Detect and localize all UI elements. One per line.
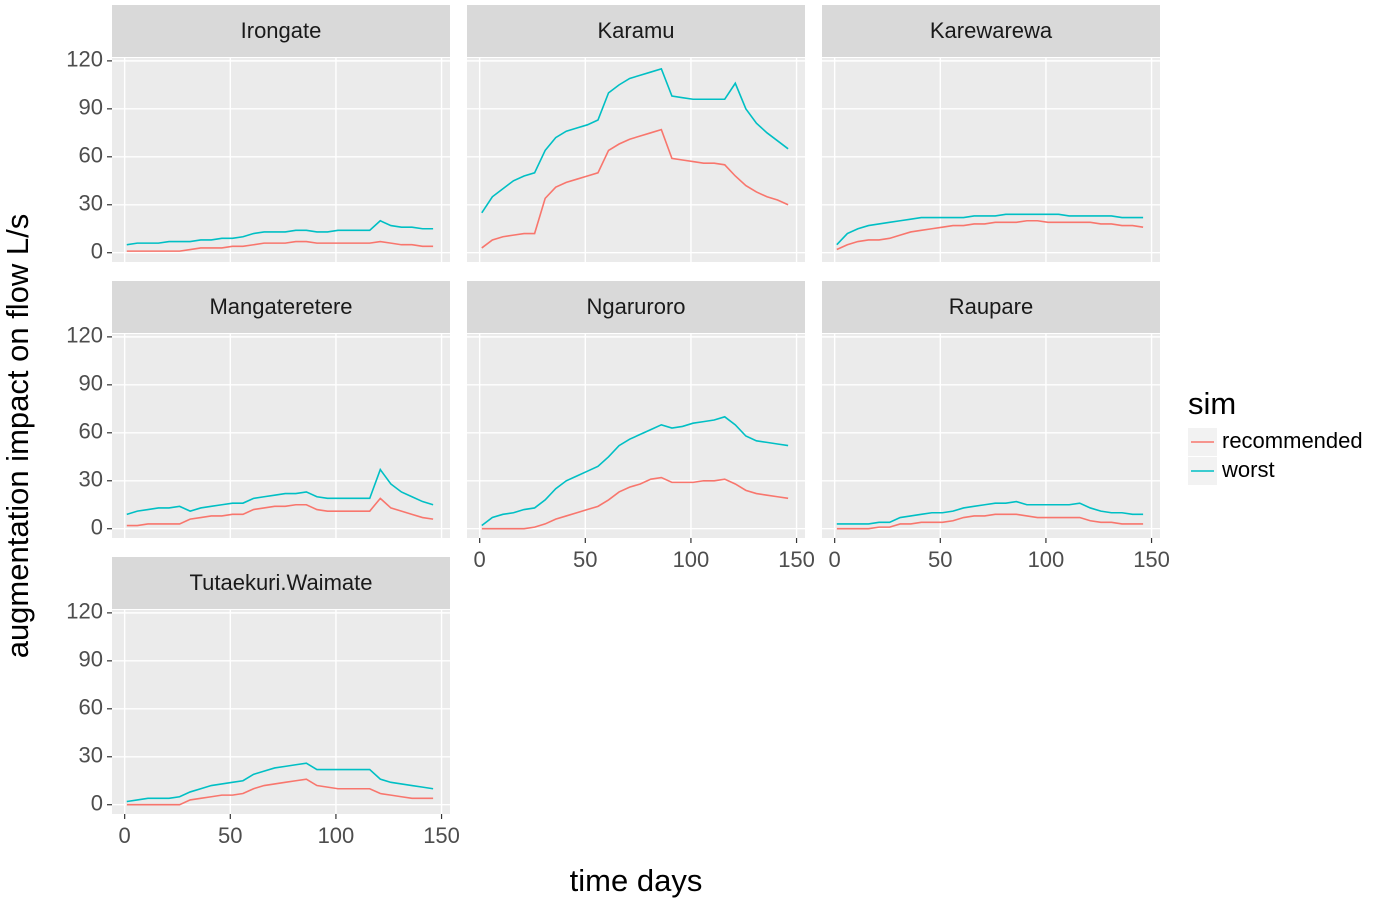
strip: [112, 5, 450, 57]
y-tick-label: 90: [79, 647, 103, 672]
x-tick-label: 100: [1028, 547, 1065, 572]
panel: [112, 334, 450, 538]
y-tick-label: 60: [79, 695, 103, 720]
panel: [822, 58, 1160, 262]
y-tick-label: 30: [79, 467, 103, 492]
legend-title: sim: [1188, 386, 1236, 421]
y-tick-label: 120: [66, 323, 103, 348]
panel: [112, 610, 450, 814]
strip-label: Tutaekuri.Waimate: [190, 570, 373, 595]
y-tick-label: 0: [91, 791, 103, 816]
strip-label: Irongate: [241, 18, 322, 43]
x-tick-label: 100: [318, 823, 355, 848]
strip: [112, 281, 450, 333]
strip: [467, 5, 805, 57]
strip: [112, 557, 450, 609]
x-tick-label: 150: [423, 823, 460, 848]
series-line: [836, 513, 1144, 530]
y-tick-label: 120: [66, 47, 103, 72]
series-line: [836, 213, 1144, 246]
y-tick-label: 60: [79, 419, 103, 444]
x-tick-label: 150: [778, 547, 815, 572]
series-line: [481, 415, 789, 527]
series-line: [126, 497, 434, 527]
strip-label: Raupare: [949, 294, 1033, 319]
series-line: [481, 67, 789, 214]
strip: [822, 281, 1160, 333]
y-axis-title: augmentation impact on flow L/s: [0, 214, 35, 659]
strip: [467, 281, 805, 333]
x-tick-label: 50: [218, 823, 242, 848]
x-tick-label: 0: [829, 547, 841, 572]
x-tick-label: 100: [673, 547, 710, 572]
y-tick-label: 90: [79, 95, 103, 120]
series-line: [836, 500, 1144, 525]
y-tick-label: 90: [79, 371, 103, 396]
y-tick-label: 0: [91, 515, 103, 540]
series-line: [126, 219, 434, 246]
strip-label: Ngaruroro: [586, 294, 685, 319]
series-line: [836, 219, 1144, 251]
panel: [467, 58, 805, 262]
series-line: [126, 240, 434, 252]
panel: [822, 334, 1160, 538]
strip-label: Mangateretere: [209, 294, 352, 319]
legend-label: worst: [1221, 457, 1275, 482]
x-tick-label: 150: [1133, 547, 1170, 572]
series-line: [481, 476, 789, 530]
strip-label: Karamu: [597, 18, 674, 43]
strip: [822, 5, 1160, 57]
x-axis-title: time days: [570, 863, 703, 898]
x-tick-label: 50: [573, 547, 597, 572]
x-tick-label: 0: [474, 547, 486, 572]
x-tick-label: 50: [928, 547, 952, 572]
y-tick-label: 30: [79, 743, 103, 768]
series-line: [126, 778, 434, 806]
y-tick-label: 0: [91, 239, 103, 264]
strip-label: Karewarewa: [930, 18, 1053, 43]
y-tick-label: 60: [79, 143, 103, 168]
series-line: [126, 762, 434, 803]
legend-label: recommended: [1222, 428, 1363, 453]
series-line: [481, 128, 789, 249]
series-line: [126, 467, 434, 516]
x-tick-label: 0: [119, 823, 131, 848]
panel: [112, 58, 450, 262]
y-tick-label: 120: [66, 599, 103, 624]
y-tick-label: 30: [79, 191, 103, 216]
